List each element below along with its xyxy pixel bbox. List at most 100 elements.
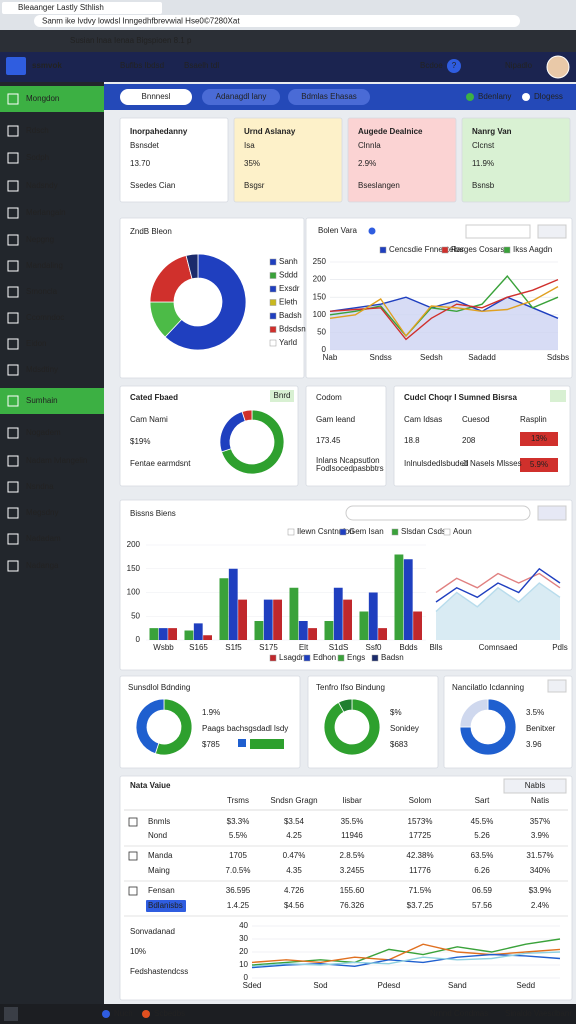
column-value: 208 <box>462 436 476 445</box>
legend-label: Engs <box>347 653 365 662</box>
legend-label: Cencsdie Fnnestelos <box>389 245 464 254</box>
cell: 11776 <box>409 866 431 875</box>
line <box>329 278 559 341</box>
card-button[interactable] <box>550 390 566 402</box>
legend-swatch <box>287 528 295 536</box>
taskbar-item[interactable]: Nuch <box>114 1009 133 1018</box>
address-bar[interactable] <box>34 15 520 27</box>
card-button[interactable] <box>250 739 284 749</box>
bookmark-bar <box>0 30 576 52</box>
sidebar-item[interactable]: Ccomndoc <box>26 313 64 322</box>
sidebar-item[interactable]: Sodph <box>26 153 49 162</box>
sidebar-icon <box>7 560 19 572</box>
bar <box>333 587 343 640</box>
sidebar-item[interactable]: Nadam lvlangelin <box>26 456 87 465</box>
toolbar-action[interactable]: Bdenlany <box>478 92 511 101</box>
kpi-title: Nanrg Van <box>472 127 512 136</box>
kpi-value: 2.9% <box>358 159 376 168</box>
badge-label: 13% <box>531 434 547 443</box>
toolbar-tab[interactable] <box>288 89 370 105</box>
account[interactable]: Bcdoe <box>420 61 443 70</box>
cell: 1.4.25 <box>227 901 250 910</box>
search-box[interactable] <box>465 224 531 239</box>
bar <box>228 568 238 640</box>
legend-label: Gem Isan <box>349 527 384 536</box>
legend-swatch <box>379 246 387 254</box>
sidebar-item[interactable]: Mandaling <box>26 261 63 270</box>
line <box>329 296 559 319</box>
cell: 11946 <box>341 831 363 840</box>
search-box[interactable] <box>345 505 531 521</box>
sidebar-item[interactable]: Nadanga <box>26 561 59 570</box>
table-title: Nata Vaiue <box>130 781 171 790</box>
table-button[interactable] <box>503 778 567 794</box>
bar <box>203 635 212 640</box>
bar <box>289 587 299 640</box>
line <box>251 943 561 964</box>
row-button[interactable] <box>146 900 186 912</box>
column-header: Solom <box>409 796 432 805</box>
card-title: Sunsdlol Bdnding <box>128 683 190 692</box>
menu-button[interactable] <box>6 57 26 75</box>
sidebar-item[interactable]: Mdsdtiny <box>26 365 58 374</box>
cell: 7.0.5% <box>226 866 251 875</box>
sidebar-icon <box>7 286 19 298</box>
avatar[interactable] <box>546 55 570 79</box>
sidebar-item[interactable]: Rdsch <box>26 126 49 135</box>
column-header: Trsms <box>227 796 249 805</box>
info-icon <box>368 227 376 235</box>
kpi-note: Bsgsr <box>244 181 265 190</box>
card-button[interactable] <box>547 679 567 693</box>
search[interactable]: Bsaelh tdl <box>184 61 219 70</box>
card-note: Jl Nasels Mlsses <box>462 459 522 468</box>
sidebar-item[interactable]: Nadadam <box>26 534 61 543</box>
sidebar-item[interactable]: Merlangaln <box>26 208 66 217</box>
sidebar-item[interactable]: Sumhain <box>26 396 58 405</box>
cell: 42.38% <box>406 851 433 860</box>
x-tick-label: Sedd <box>516 981 535 990</box>
card-button[interactable] <box>270 390 294 402</box>
toolbar-tab[interactable] <box>202 89 280 105</box>
sidebar-icon <box>7 234 19 246</box>
sidebar-item[interactable]: Nepgng <box>26 235 54 244</box>
x-tick-label: Pdls <box>552 643 568 652</box>
cell: $3.9% <box>529 886 552 895</box>
sidebar-icon <box>7 312 19 324</box>
toolbar-action[interactable]: Dlogess <box>534 92 563 101</box>
sidebar-item[interactable]: Eidon <box>26 339 46 348</box>
card <box>305 385 387 487</box>
taskbar-clock: Sinaldo Vaesdbanr <box>505 1009 572 1018</box>
menu[interactable]: Buflbs Ibdsd <box>120 61 164 70</box>
sidebar-item[interactable]: Smoncla <box>26 287 58 296</box>
cell: $4.56 <box>284 901 305 910</box>
donut-segment <box>185 253 199 280</box>
panel-button[interactable] <box>537 505 567 521</box>
cell: 2.4% <box>531 901 549 910</box>
kpi-note: Bsnsb <box>472 181 495 190</box>
user[interactable]: Nipadlo <box>505 61 533 70</box>
bookmarks: Susian lnaa Ienaa Bigspioen 8.1 p <box>70 36 192 45</box>
column-label: Cuesod <box>462 415 490 424</box>
card-note: Inlnulsdedlsbuded <box>404 459 469 468</box>
card <box>347 117 457 203</box>
sidebar-item[interactable]: Nsndna <box>26 482 54 491</box>
legend-label: Ikss Aagdn <box>513 245 552 254</box>
sidebar-item[interactable]: Nogadem <box>26 428 61 437</box>
panel-button[interactable] <box>537 224 567 239</box>
browser-tab[interactable] <box>2 2 162 14</box>
sidebar-item[interactable]: Mongdon <box>26 94 59 103</box>
y-tick-label: 40 <box>239 921 248 930</box>
card-label: Gam leand <box>316 415 355 424</box>
line <box>435 567 561 603</box>
toolbar-tab[interactable] <box>120 89 192 105</box>
legend-swatch <box>269 285 277 293</box>
legend-label: Rarges Cosars <box>451 245 504 254</box>
sidebar-item[interactable]: Nadsndy <box>26 181 58 190</box>
card-amount: 3.96 <box>526 740 542 749</box>
taskbar-item[interactable]: Scbedbs <box>154 1009 185 1018</box>
sidebar-item[interactable]: Megsdny <box>26 508 58 517</box>
cell: $3.3% <box>227 817 250 826</box>
start-button[interactable] <box>4 1007 18 1021</box>
kpi-value: 13.70 <box>130 159 151 168</box>
taskbar-icon <box>102 1010 110 1018</box>
